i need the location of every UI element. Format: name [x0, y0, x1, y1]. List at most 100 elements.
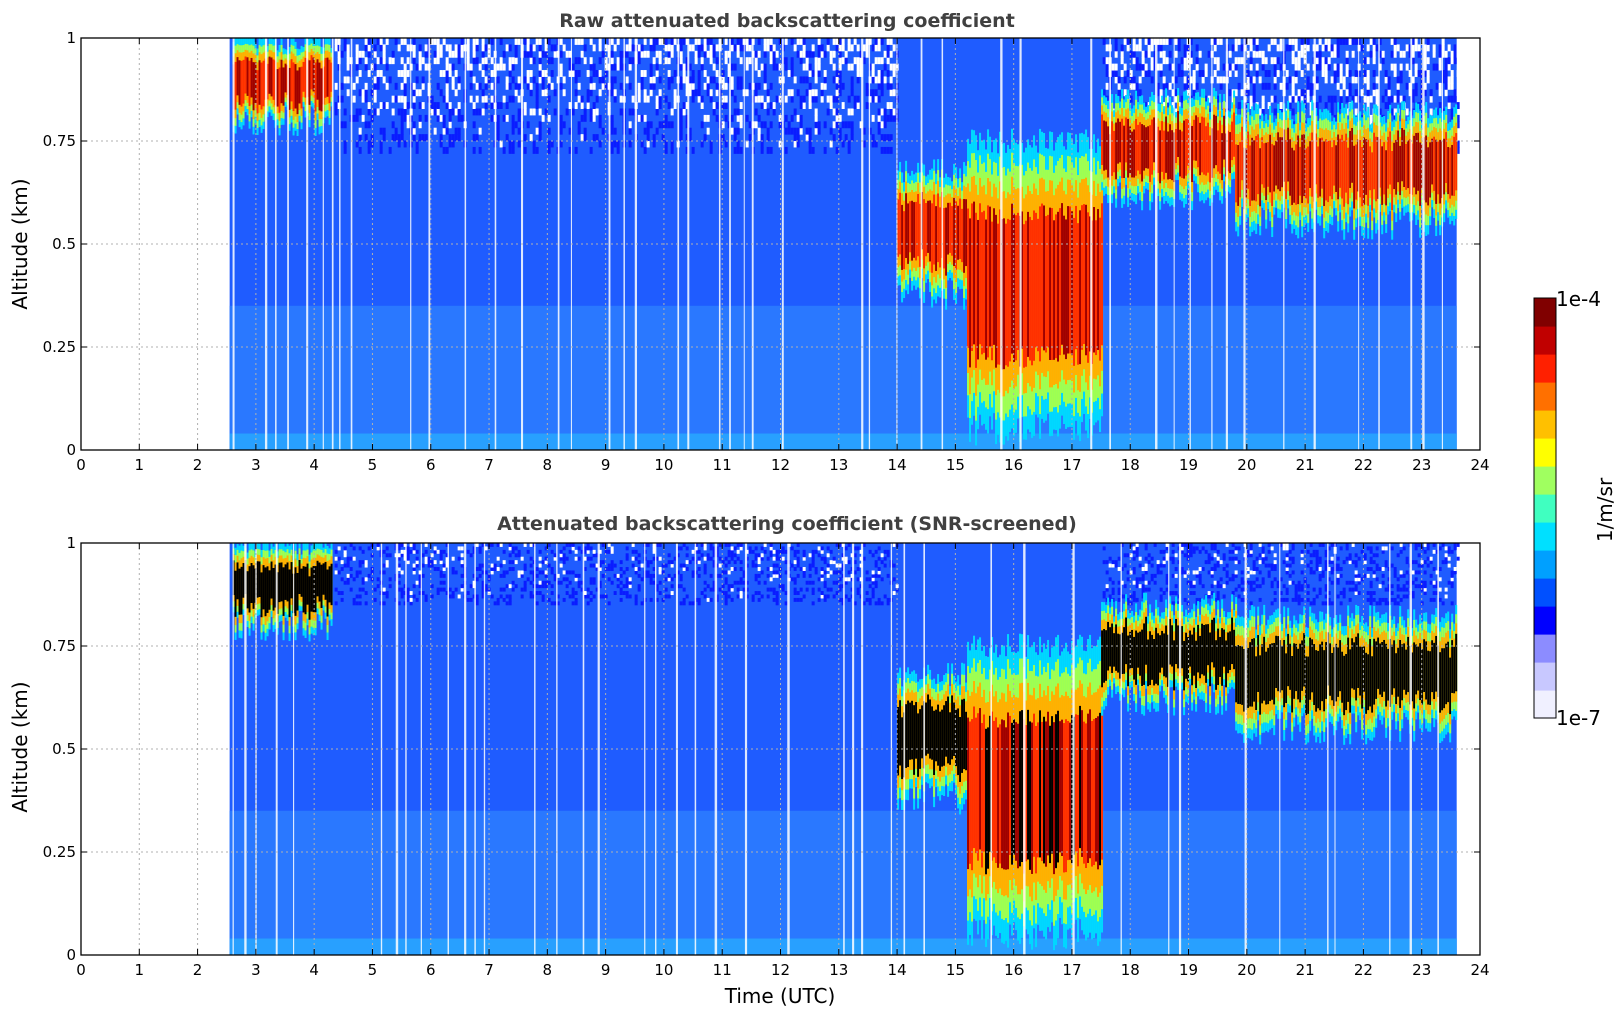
noise-cell	[1222, 556, 1226, 561]
noise-cell	[1129, 76, 1133, 84]
noise-cell	[745, 57, 749, 65]
noise-cell	[1141, 584, 1145, 589]
noise-cell	[628, 594, 632, 599]
gap-line	[494, 38, 497, 450]
layer-core	[1403, 129, 1406, 188]
noise-cell	[1438, 89, 1442, 97]
noise-cell	[1216, 580, 1220, 585]
noise-cell	[1198, 549, 1202, 554]
noise-cell	[826, 573, 830, 578]
noise-cell	[844, 57, 848, 65]
noise-cell	[433, 108, 437, 116]
noise-cell	[871, 114, 875, 122]
noise-cell	[598, 44, 602, 52]
noise-cell	[808, 89, 812, 97]
noise-cell	[1249, 102, 1253, 109]
noise-cell	[1216, 560, 1220, 565]
noise-cell	[484, 546, 488, 551]
noise-cell	[739, 57, 743, 65]
gap-line	[1422, 38, 1425, 450]
noise-cell	[1249, 580, 1253, 585]
layer-core	[1413, 135, 1416, 188]
noise-cell	[682, 108, 686, 116]
noise-cell	[508, 567, 512, 571]
gap-line	[339, 38, 341, 450]
noise-cell	[403, 89, 407, 97]
layer-core	[1255, 136, 1258, 202]
noise-cell	[1225, 580, 1229, 585]
noise-cell	[709, 146, 713, 154]
noise-cell	[511, 587, 515, 592]
noise-cell	[871, 95, 875, 103]
noise-cell	[1447, 44, 1451, 52]
noise-cell	[1450, 70, 1454, 77]
layer-core	[1055, 214, 1058, 359]
noise-cell	[1111, 70, 1115, 77]
layer-core	[314, 62, 317, 112]
noise-cell	[721, 70, 725, 77]
noise-cell	[817, 597, 821, 602]
noise-cell	[808, 70, 812, 77]
noise-cell	[1396, 95, 1400, 103]
noise-cell	[1273, 591, 1277, 595]
noise-cell	[1180, 570, 1184, 575]
noise-cell	[892, 108, 896, 116]
noise-cell	[541, 597, 545, 602]
noise-cell	[838, 577, 842, 582]
noise-cell	[700, 57, 704, 65]
noise-cell	[1135, 543, 1139, 547]
noise-cell	[649, 70, 653, 77]
noise-cell	[610, 146, 614, 154]
noise-cell	[547, 543, 551, 547]
noise-cell	[595, 553, 599, 558]
noise-cell	[541, 584, 545, 589]
heatmap-upper-noise	[334, 543, 1460, 606]
noise-cell	[550, 549, 554, 554]
noise-cell	[796, 38, 800, 45]
noise-cell	[625, 44, 629, 52]
noise-cell	[679, 44, 683, 52]
noise-cell	[1273, 567, 1277, 571]
noise-cell	[1450, 95, 1454, 103]
layer-core	[1377, 137, 1380, 199]
noise-cell	[1198, 597, 1202, 602]
noise-cell	[886, 38, 890, 45]
noise-cell	[1318, 50, 1322, 58]
noise-cell	[1279, 543, 1283, 547]
noise-cell	[826, 546, 830, 551]
noise-cell	[367, 121, 371, 129]
noise-cell	[586, 95, 590, 103]
layer-core	[1431, 138, 1434, 185]
noise-cell	[685, 553, 689, 558]
layer-core	[1163, 130, 1166, 180]
noise-cell	[460, 50, 464, 58]
noise-cell	[1144, 546, 1148, 551]
noise-cell	[1372, 70, 1376, 77]
noise-cell	[511, 63, 515, 71]
noise-cell	[670, 121, 674, 129]
noise-cell	[355, 114, 359, 122]
noise-cell	[1138, 63, 1142, 71]
noise-cell	[484, 570, 488, 575]
layer-core	[324, 57, 327, 98]
noise-cell	[820, 556, 824, 561]
noise-cell	[445, 57, 449, 65]
noise-cell	[472, 549, 476, 554]
noise-cell	[1333, 44, 1337, 52]
noise-cell	[598, 114, 602, 122]
noise-cell	[514, 584, 518, 589]
noise-cell	[445, 553, 449, 558]
noise-cell	[1126, 570, 1130, 575]
noise-cell	[469, 82, 473, 90]
noise-cell	[793, 127, 797, 135]
noise-cell	[862, 543, 866, 547]
noise-cell	[595, 108, 599, 116]
noise-cell	[1306, 82, 1310, 90]
layer-core	[995, 214, 998, 368]
noise-cell	[871, 587, 875, 592]
noise-cell	[865, 38, 869, 45]
noise-cell	[787, 121, 791, 129]
layer-core	[262, 60, 265, 107]
noise-cell	[571, 570, 575, 575]
noise-cell	[1423, 44, 1427, 52]
